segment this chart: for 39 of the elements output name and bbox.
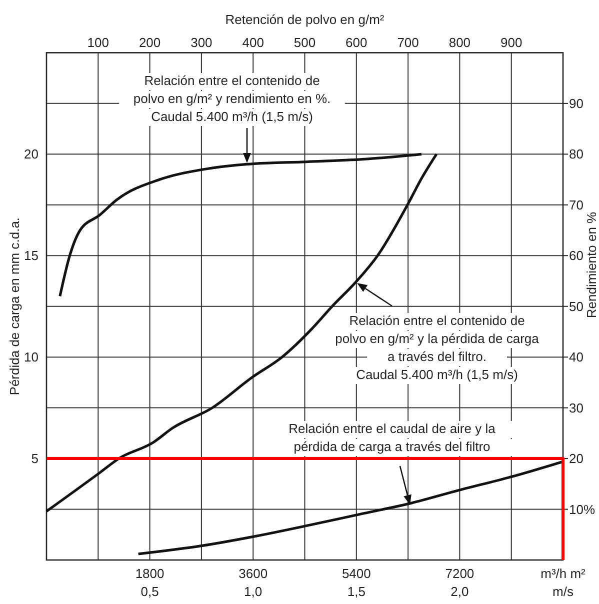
x-tick-label: 7200 [445,566,474,581]
y2-tick-label: 80 [569,146,584,162]
y2-tick-label: 40 [569,350,584,365]
x-tick-label: 800 [448,35,471,50]
x2-tick-label: 2,0 [450,584,469,599]
x-tick-label: 600 [346,35,368,50]
x-axis-title: Retención de polvo en g/m² [225,12,385,27]
y2-tick-label: 70 [569,197,584,212]
x-tick-label: 300 [190,35,212,50]
x-tick-label: 100 [87,35,109,50]
y-tick-label: 10 [24,350,38,365]
x-tick-label: 500 [294,35,316,50]
x-tick-label: 700 [397,35,419,50]
y2-tick-label: 10% [569,502,596,517]
annotation: Relación entre el contenido de polvo en g/m² y rendimiento en %. Caudal 5.400 m³/h (1,5 m/s) [133,73,331,124]
x-tick-label: 5400 [342,566,371,581]
y2-tick-label: 60 [569,248,584,264]
x2-tick-label: 1,5 [347,584,366,599]
x2-axis-title: m/s [552,584,574,599]
x-tick-label: 900 [500,35,522,50]
y2-tick-label: 50 [569,298,584,314]
annotation: Relación entre el contenido de polvo en g/m² y la pérdida de carga a través del filtro. Caudal 5.400 m³/h (1,5 m/s) [335,313,540,382]
x-tick-label: 200 [138,35,161,50]
y2-tick-label: 90 [569,96,584,111]
y-tick-label: 20 [24,146,38,162]
line-series [58,152,423,298]
x2-tick-label: 0,5 [140,584,159,599]
y2-tick-label: 30 [569,400,584,416]
y-tick-label: 5 [31,451,38,466]
annotation: Relación entre el caudal de aire y la pérdida de carga a través del filtro [288,421,496,454]
y2-tick-label: 20 [569,451,584,466]
x-tick-label: 3600 [238,566,268,581]
x-axis-title: m³/h m² [540,566,586,581]
x-tick-label: 400 [242,35,264,50]
y2-axis-title: Rendimiento en % [584,211,599,318]
x2-tick-label: 1,0 [244,584,262,599]
x-tick-label: 1800 [135,566,164,581]
y-axis-title: Pérdida de carga en mm c.d.a. [7,217,22,396]
y-tick-label: 15 [24,248,38,264]
